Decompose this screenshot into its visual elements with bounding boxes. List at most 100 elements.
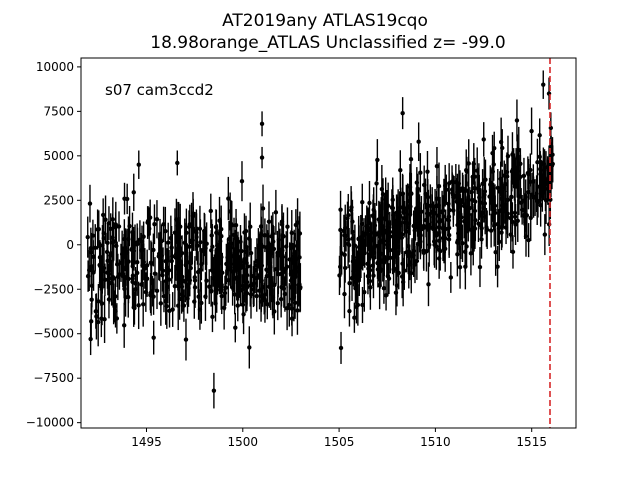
marker	[164, 265, 170, 270]
marker	[121, 246, 127, 251]
marker	[281, 234, 286, 239]
data-point	[178, 235, 183, 268]
marker	[338, 264, 343, 270]
data-point	[537, 170, 542, 203]
data-point	[295, 286, 300, 335]
marker	[356, 254, 361, 260]
marker	[234, 254, 240, 259]
marker	[148, 290, 154, 295]
marker	[249, 273, 254, 279]
data-point	[541, 147, 546, 181]
data-point	[152, 257, 158, 291]
marker	[101, 231, 106, 236]
marker	[85, 273, 91, 279]
data-point	[260, 267, 265, 307]
data-point	[380, 239, 385, 282]
marker	[418, 170, 423, 175]
x-tick-label: 1500	[228, 435, 259, 449]
data-point	[226, 176, 231, 221]
data-point	[186, 255, 192, 294]
data-point	[211, 372, 217, 409]
marker	[386, 276, 392, 281]
marker	[440, 208, 446, 213]
marker	[367, 200, 372, 206]
data-point	[243, 228, 249, 276]
marker	[187, 244, 192, 249]
marker	[270, 297, 275, 303]
chart-title-line-2: 18.98orange_ATLAS Unclassified z= -99.0	[150, 33, 505, 53]
marker	[151, 335, 156, 340]
marker	[338, 345, 344, 351]
data-point	[208, 193, 214, 229]
marker	[542, 232, 548, 237]
data-point	[406, 241, 411, 289]
marker	[117, 272, 122, 277]
marker	[437, 219, 442, 224]
data-point	[434, 147, 440, 186]
data-point	[505, 135, 511, 177]
marker	[172, 230, 178, 235]
marker	[526, 237, 531, 243]
data-point	[169, 238, 174, 284]
data-point	[260, 184, 266, 233]
data-point	[121, 233, 127, 264]
marker	[126, 294, 131, 300]
data-point	[264, 259, 270, 293]
data-point	[89, 284, 94, 315]
marker	[139, 239, 145, 244]
marker	[187, 222, 193, 227]
data-point	[131, 287, 136, 327]
marker	[495, 185, 500, 191]
marker	[338, 227, 343, 233]
marker	[169, 258, 174, 264]
data-point	[504, 161, 510, 192]
marker	[482, 201, 488, 206]
marker	[455, 252, 460, 257]
data-point	[470, 161, 475, 193]
data-point	[389, 189, 395, 226]
marker	[480, 210, 485, 216]
marker	[113, 308, 118, 314]
y-tick-label: −2500	[33, 282, 74, 296]
marker	[371, 250, 377, 255]
data-point	[495, 203, 500, 246]
marker	[518, 200, 524, 205]
data-point	[528, 194, 533, 242]
marker	[413, 221, 418, 227]
marker	[400, 110, 405, 116]
marker	[352, 266, 357, 271]
data-point	[535, 138, 540, 186]
data-point	[518, 148, 523, 180]
marker	[89, 250, 94, 255]
data-point	[110, 260, 116, 294]
marker	[488, 228, 494, 233]
data-point	[295, 246, 301, 289]
data-point	[352, 302, 357, 333]
data-point	[398, 187, 403, 228]
data-point	[460, 175, 466, 207]
marker	[266, 269, 272, 274]
data-point	[295, 198, 300, 247]
data-point	[347, 264, 352, 302]
data-point	[464, 149, 469, 191]
y-tick-label: −7500	[33, 371, 74, 385]
marker	[136, 303, 141, 308]
marker	[446, 181, 452, 186]
data-point	[187, 204, 193, 245]
marker	[428, 203, 433, 208]
data-point	[380, 178, 386, 211]
data-points	[85, 70, 555, 409]
marker	[448, 275, 454, 280]
marker	[416, 206, 421, 211]
marker	[345, 241, 351, 246]
marker	[360, 248, 365, 253]
marker	[374, 181, 379, 186]
data-point	[231, 252, 236, 293]
data-point	[248, 202, 253, 251]
marker	[527, 179, 533, 185]
marker	[463, 264, 468, 269]
marker	[543, 165, 549, 170]
marker	[514, 179, 520, 184]
marker	[242, 283, 247, 288]
marker	[260, 284, 265, 290]
